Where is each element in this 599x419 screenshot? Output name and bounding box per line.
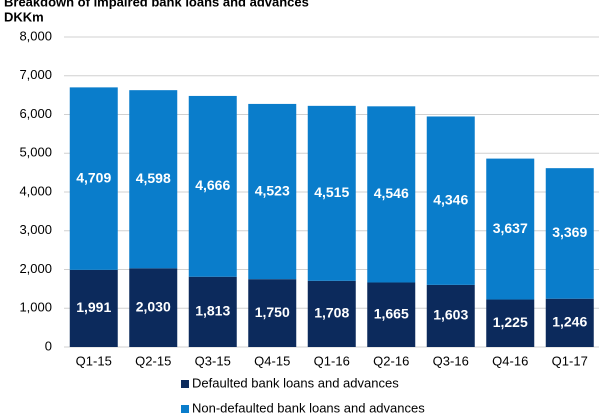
- value-label: 1,813: [195, 303, 230, 319]
- value-label: 1,750: [255, 304, 290, 320]
- bar-segment: [69, 269, 118, 347]
- x-tick-label: Q1-16: [314, 353, 350, 368]
- y-tick-label: 7,000: [19, 67, 52, 82]
- bar-segment: [248, 103, 297, 280]
- bar-segment: [545, 168, 594, 299]
- y-tick-label: 1,000: [19, 300, 52, 315]
- bar-segment: [188, 276, 237, 347]
- x-tick-label: Q3-16: [433, 353, 469, 368]
- value-label: 1,991: [76, 299, 111, 315]
- value-label: 1,665: [374, 305, 409, 321]
- y-tick-label: 3,000: [19, 222, 52, 237]
- value-label: 4,346: [433, 191, 468, 207]
- bar-segment: [69, 87, 118, 270]
- y-tick-label: 4,000: [19, 183, 52, 198]
- y-tick-label: 8,000: [19, 28, 52, 43]
- bar-segment: [367, 106, 416, 283]
- chart-title: Breakdown of impaired bank loans and adv…: [4, 0, 309, 9]
- x-tick-label: Q2-16: [373, 353, 409, 368]
- value-label: 1,708: [314, 305, 349, 321]
- legend-swatch: [181, 405, 189, 413]
- x-tick-label: Q1-15: [76, 353, 112, 368]
- value-label: 3,369: [552, 224, 587, 240]
- value-label: 1,225: [493, 314, 528, 330]
- bar-segment: [129, 90, 178, 269]
- value-label: 4,709: [76, 169, 111, 185]
- bar-segment: [545, 298, 594, 347]
- x-tick-label: Q2-15: [135, 353, 171, 368]
- value-label: 4,515: [314, 184, 349, 200]
- bar-segment: [307, 105, 356, 281]
- value-label: 4,523: [255, 182, 290, 198]
- bar-segment: [307, 280, 356, 347]
- bar-segment: [486, 299, 535, 347]
- bar-segment: [426, 116, 475, 285]
- y-tick-label: 6,000: [19, 106, 52, 121]
- bar-segment: [129, 268, 178, 347]
- bar-segment: [248, 279, 297, 347]
- bar-segment: [188, 95, 237, 277]
- x-tick-label: Q1-17: [552, 353, 588, 368]
- value-label: 2,030: [136, 298, 171, 314]
- x-tick-label: Q3-15: [195, 353, 231, 368]
- value-label: 1,246: [552, 314, 587, 330]
- legend-swatch: [181, 380, 189, 388]
- value-label: 3,637: [493, 220, 528, 236]
- value-label: 4,546: [374, 185, 409, 201]
- bar-segment: [486, 158, 535, 300]
- value-label: 4,666: [195, 177, 230, 193]
- bar-segment: [426, 284, 475, 347]
- y-tick-label: 0: [45, 338, 52, 353]
- y-tick-label: 5,000: [19, 145, 52, 160]
- y-tick-label: 2,000: [19, 261, 52, 276]
- value-label: 1,603: [433, 307, 468, 323]
- chart-subtitle: DKKm: [4, 9, 44, 24]
- x-tick-label: Q4-16: [492, 353, 528, 368]
- legend-label: Non-defaulted bank loans and advances: [192, 400, 425, 415]
- bar-segment: [367, 282, 416, 347]
- x-tick-label: Q4-15: [254, 353, 290, 368]
- value-label: 4,598: [136, 170, 171, 186]
- legend-label: Defaulted bank loans and advances: [192, 375, 399, 390]
